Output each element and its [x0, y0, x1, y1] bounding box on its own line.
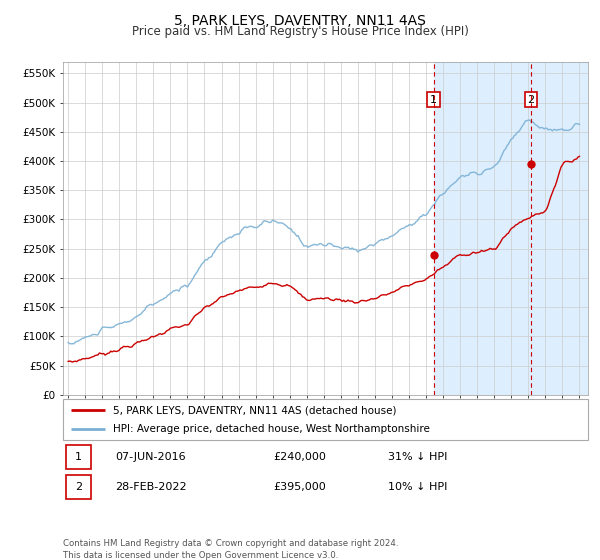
Text: 1: 1: [75, 452, 82, 462]
Text: 10% ↓ HPI: 10% ↓ HPI: [389, 482, 448, 492]
Text: 2: 2: [527, 95, 535, 105]
Text: 1: 1: [430, 95, 437, 105]
FancyBboxPatch shape: [65, 475, 91, 500]
Text: £240,000: £240,000: [273, 452, 326, 462]
Text: 5, PARK LEYS, DAVENTRY, NN11 4AS: 5, PARK LEYS, DAVENTRY, NN11 4AS: [174, 14, 426, 28]
Bar: [434, 62, 600, 395]
Text: 2: 2: [74, 482, 82, 492]
Text: 5, PARK LEYS, DAVENTRY, NN11 4AS (detached house): 5, PARK LEYS, DAVENTRY, NN11 4AS (detach…: [113, 405, 397, 415]
Text: 28-FEB-2022: 28-FEB-2022: [115, 482, 187, 492]
FancyBboxPatch shape: [65, 445, 91, 469]
Text: Contains HM Land Registry data © Crown copyright and database right 2024.
This d: Contains HM Land Registry data © Crown c…: [63, 539, 398, 559]
Text: 07-JUN-2016: 07-JUN-2016: [115, 452, 186, 462]
Text: £395,000: £395,000: [273, 482, 326, 492]
Text: 31% ↓ HPI: 31% ↓ HPI: [389, 452, 448, 462]
Text: Price paid vs. HM Land Registry's House Price Index (HPI): Price paid vs. HM Land Registry's House …: [131, 25, 469, 38]
Text: HPI: Average price, detached house, West Northamptonshire: HPI: Average price, detached house, West…: [113, 424, 430, 433]
